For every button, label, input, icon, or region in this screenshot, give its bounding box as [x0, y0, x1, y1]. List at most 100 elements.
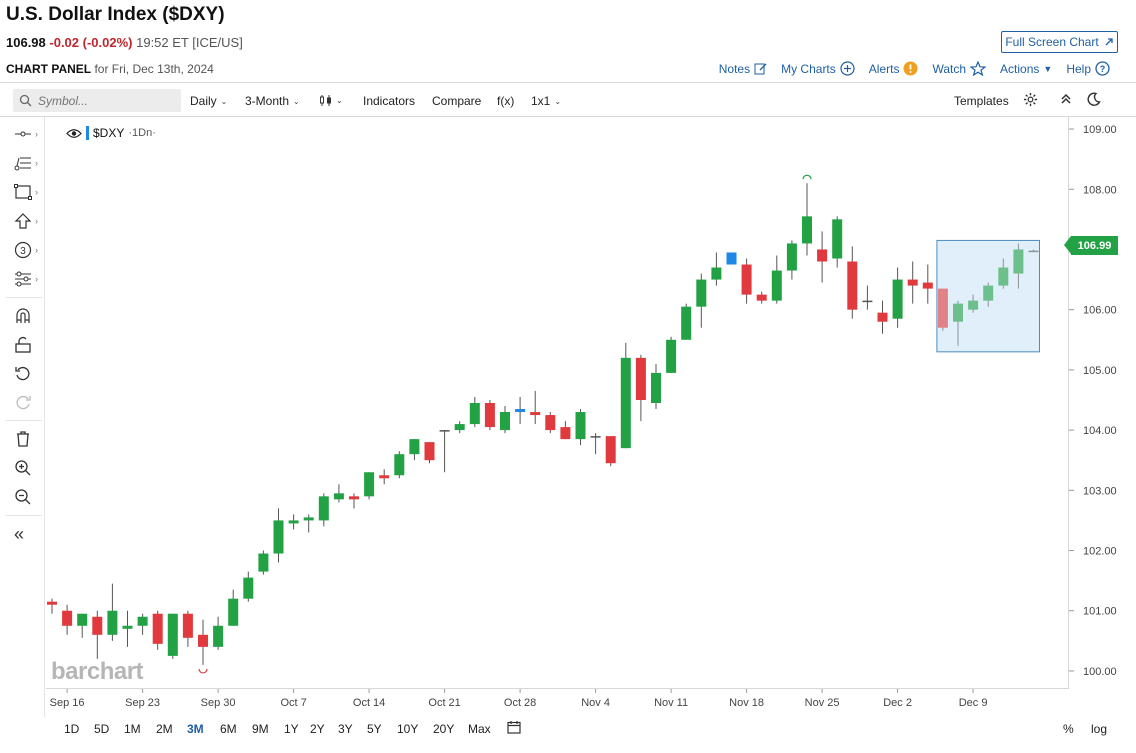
chart-panel-date: for Fri, Dec 13th, 2024: [94, 62, 214, 76]
zoom-out-icon: [15, 489, 31, 505]
range-5d[interactable]: 5D: [94, 722, 110, 736]
undo-button[interactable]: [14, 363, 40, 385]
range-1m[interactable]: 1M: [124, 722, 141, 736]
x-tick-label: Sep 23: [125, 697, 160, 709]
collapse-toolbar-button[interactable]: «: [14, 523, 40, 545]
quote-timestamp: 19:52 ET [ICE/US]: [136, 35, 243, 50]
chevron-right-icon: ›: [35, 129, 38, 139]
my-charts-link[interactable]: My Charts: [781, 61, 855, 76]
range-1d[interactable]: 1D: [64, 722, 80, 736]
range-5y[interactable]: 5Y: [367, 722, 382, 736]
candle: [696, 273, 707, 328]
symbol-input[interactable]: [38, 93, 168, 108]
zoom-out-button[interactable]: [14, 486, 40, 508]
percent-scale-toggle[interactable]: %: [1063, 722, 1074, 736]
drawing-toolbar: › › › › 3 › › «: [0, 117, 45, 717]
redo-button[interactable]: [14, 392, 40, 414]
range-1y[interactable]: 1Y: [284, 722, 299, 736]
chart-area[interactable]: 109.00108.00107.00106.00105.00104.00103.…: [46, 117, 1117, 709]
range-3m[interactable]: 3M: [187, 722, 204, 736]
candle: [771, 255, 782, 304]
indicators-button[interactable]: Indicators: [363, 94, 415, 108]
line-tool-button[interactable]: ›: [14, 123, 40, 145]
candle: [741, 258, 752, 304]
actions-label: Actions: [1000, 61, 1040, 76]
candle: [424, 442, 435, 464]
notes-label: Notes: [718, 61, 751, 76]
log-scale-toggle[interactable]: log: [1091, 722, 1108, 736]
delete-button[interactable]: [14, 428, 40, 450]
collapse-button[interactable]: [1059, 92, 1073, 106]
fibonacci-tool-button[interactable]: ›: [14, 152, 40, 174]
range-10y[interactable]: 10Y: [397, 722, 419, 736]
range-3y[interactable]: 3Y: [338, 722, 353, 736]
magnet-button[interactable]: [14, 305, 40, 327]
candle: [635, 354, 646, 422]
lock-button[interactable]: [14, 334, 40, 356]
range-2y[interactable]: 2Y: [310, 722, 325, 736]
candle: [379, 469, 390, 485]
dark-mode-toggle[interactable]: [1086, 92, 1101, 107]
chart-type-dropdown[interactable]: ⌄: [319, 94, 343, 107]
templates-button[interactable]: Templates: [954, 94, 1009, 108]
svg-text:?: ?: [1100, 64, 1106, 74]
candle: [651, 363, 661, 410]
range-20y[interactable]: 20Y: [433, 722, 455, 736]
legend-interval: ·1Dn·: [128, 127, 156, 139]
actions-menu[interactable]: Actions ▼: [1000, 62, 1052, 76]
range-2m[interactable]: 2M: [156, 722, 173, 736]
eye-icon[interactable]: [66, 128, 82, 139]
annotation-tool-button[interactable]: 3 ›: [14, 239, 40, 261]
function-button[interactable]: f(x): [497, 94, 514, 108]
candle: [998, 258, 1009, 289]
candle: [288, 514, 299, 530]
candle: [333, 484, 344, 503]
header-divider: [0, 82, 1136, 83]
range-9m[interactable]: 9M: [252, 722, 269, 736]
x-tick-label: Oct 7: [280, 697, 306, 709]
search-icon: [19, 94, 32, 107]
period-dropdown[interactable]: 3-Month ⌄: [245, 94, 300, 108]
price-chart[interactable]: 109.00108.00107.00106.00105.00104.00103.…: [46, 117, 1136, 717]
layout-dropdown[interactable]: 1x1 ⌄: [531, 94, 561, 108]
page-title: U.S. Dollar Index ($DXY): [6, 4, 225, 25]
notes-link[interactable]: Notes: [719, 62, 767, 76]
shape-tool-button[interactable]: ›: [14, 181, 40, 203]
y-tick-label: 102.00: [1083, 546, 1117, 558]
candle: [560, 421, 571, 440]
candle: [500, 406, 510, 434]
moon-icon: [1087, 92, 1101, 106]
arrow-tool-button[interactable]: ›: [14, 210, 40, 232]
interval-dropdown[interactable]: Daily ⌄: [190, 94, 227, 108]
x-tick-label: Nov 18: [729, 697, 764, 709]
magnet-icon: [16, 308, 30, 323]
candle: [92, 610, 103, 659]
toolbar-separator: [6, 297, 42, 298]
compare-button[interactable]: Compare: [432, 94, 481, 108]
range-max[interactable]: Max: [468, 722, 491, 736]
toolbar-separator: [6, 420, 42, 421]
calendar-icon[interactable]: [507, 720, 521, 737]
alerts-link[interactable]: Alerts: [869, 61, 919, 76]
help-link[interactable]: Help ?: [1066, 61, 1110, 76]
legend-symbol: $DXY: [93, 126, 125, 140]
watch-link[interactable]: Watch: [932, 61, 987, 76]
range-6m[interactable]: 6M: [220, 722, 237, 736]
y-tick-label: 109.00: [1083, 124, 1117, 136]
full-screen-chart-button[interactable]: Full Screen Chart: [1001, 31, 1118, 53]
settings-button[interactable]: [1023, 92, 1038, 107]
x-tick-label: Dec 9: [959, 697, 988, 709]
symbol-search[interactable]: [13, 89, 181, 112]
trash-icon: [17, 431, 29, 447]
measure-tool-button[interactable]: ›: [14, 268, 40, 290]
high-marker: [802, 174, 812, 180]
zoom-in-button[interactable]: [14, 457, 40, 479]
y-tick-label: 104.00: [1083, 425, 1117, 437]
toolbar-divider: [0, 116, 1136, 117]
number-badge-icon: 3: [14, 241, 32, 259]
candle: [198, 619, 208, 665]
candle: [802, 183, 812, 256]
y-tick-label: 101.00: [1083, 606, 1117, 618]
candle: [137, 613, 148, 635]
edit-icon: [754, 63, 767, 75]
